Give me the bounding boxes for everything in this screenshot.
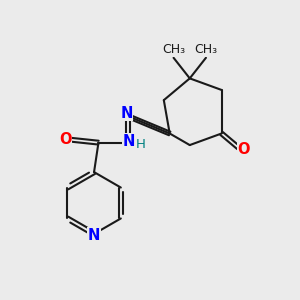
Text: N: N	[120, 106, 133, 121]
Text: O: O	[59, 132, 72, 147]
Text: CH₃: CH₃	[162, 43, 185, 56]
Text: CH₃: CH₃	[194, 43, 218, 56]
Text: H: H	[135, 139, 145, 152]
Text: O: O	[238, 142, 250, 157]
Text: N: N	[88, 228, 100, 243]
Text: N: N	[122, 134, 135, 149]
